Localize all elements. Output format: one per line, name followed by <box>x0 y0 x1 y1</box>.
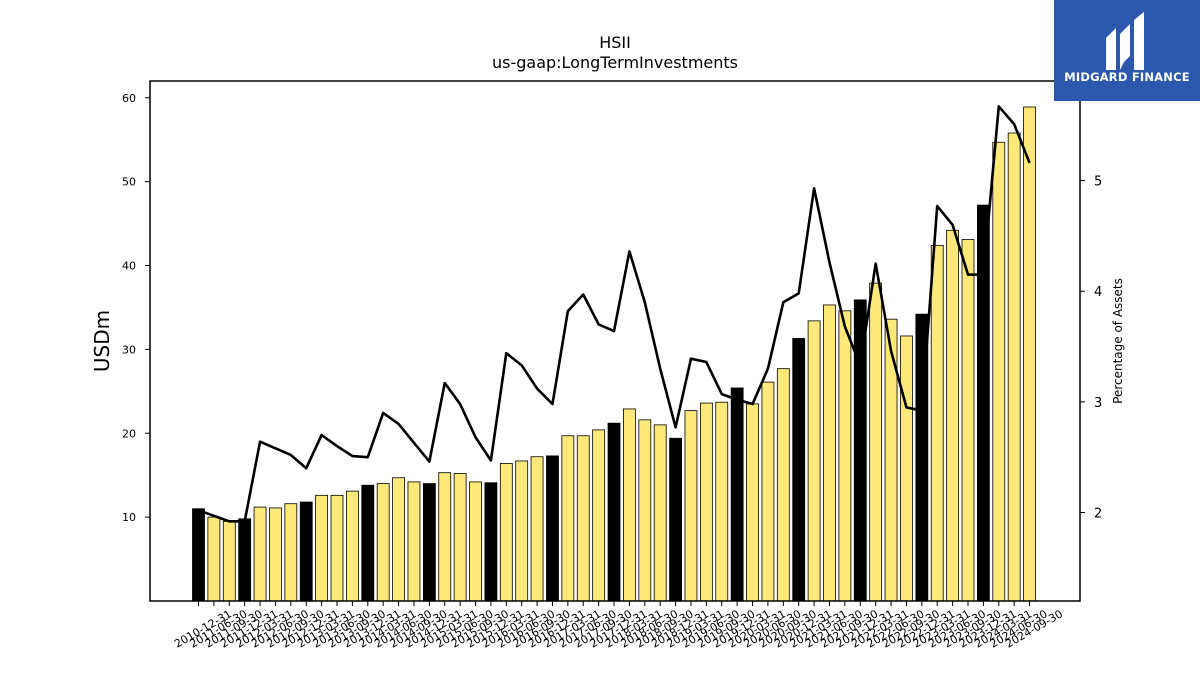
bar <box>315 494 329 602</box>
y-tick-label: 60 <box>122 92 136 105</box>
y-tick-label: 30 <box>122 343 136 356</box>
bar <box>930 244 944 602</box>
bar <box>761 381 775 602</box>
bar <box>576 435 590 602</box>
y-axis-right: 2 3 4 5 <box>1080 175 1102 521</box>
bar <box>499 463 513 602</box>
bar <box>192 508 205 602</box>
bar <box>869 282 883 602</box>
bar <box>900 335 913 602</box>
bar <box>807 320 821 602</box>
bar <box>407 481 421 602</box>
bar <box>623 408 636 602</box>
bar <box>330 494 344 602</box>
y2-axis-label: Percentage of Assets <box>1111 278 1125 404</box>
y2-tick-label: 3 <box>1094 396 1102 411</box>
bar <box>376 483 390 602</box>
bar <box>607 422 621 602</box>
line-series <box>198 105 1031 523</box>
bar <box>453 473 467 602</box>
y-tick-label: 40 <box>122 260 136 273</box>
bar <box>345 490 359 602</box>
bar <box>669 437 682 602</box>
bar <box>361 484 375 602</box>
y2-tick-label: 5 <box>1094 175 1102 190</box>
bar <box>469 481 482 602</box>
x-axis: 2010-12-312011-06-302011-09-302011-12-31… <box>172 601 1065 651</box>
logo-text: MIDGARD FINANCE <box>1064 70 1190 84</box>
plot-frame <box>149 80 1081 602</box>
bar <box>823 304 836 602</box>
bar <box>269 507 282 602</box>
bar <box>422 483 436 602</box>
bar <box>699 402 713 602</box>
y-axis-left: 10 20 30 40 50 60 <box>122 92 150 524</box>
midgard-logo-icon <box>1106 12 1144 70</box>
bar <box>299 501 313 602</box>
y-tick-label: 20 <box>122 427 136 440</box>
percentage-line <box>198 105 1031 523</box>
bar <box>438 472 452 602</box>
y-tick-label: 50 <box>122 176 136 189</box>
bar <box>684 410 698 602</box>
bar <box>653 424 667 602</box>
bar <box>638 419 652 602</box>
bar <box>222 520 236 602</box>
bar <box>1007 132 1021 602</box>
bar <box>515 460 529 602</box>
bar <box>746 403 759 602</box>
bar <box>992 141 1006 602</box>
brand-logo: MIDGARD FINANCE <box>1054 0 1200 101</box>
bar <box>792 338 806 602</box>
chart-subtitle: us-gaap:LongTermInvestments <box>492 53 738 72</box>
bar <box>484 482 498 602</box>
bar <box>715 401 729 602</box>
y2-tick-label: 2 <box>1094 506 1102 521</box>
bar <box>253 506 267 602</box>
y2-tick-label: 4 <box>1094 285 1102 300</box>
bar <box>530 456 544 602</box>
bar <box>392 477 405 602</box>
bar <box>1023 106 1036 602</box>
chart-title: HSII <box>599 33 631 52</box>
bar <box>838 310 852 602</box>
bar <box>730 387 744 602</box>
bar <box>946 229 960 602</box>
bar <box>207 516 221 602</box>
bar <box>546 455 559 602</box>
y-tick-label: 10 <box>122 511 136 524</box>
bar <box>238 518 252 602</box>
bar <box>561 435 575 602</box>
bar <box>284 503 298 602</box>
bar <box>776 368 790 602</box>
bar <box>961 239 975 602</box>
bar-series <box>192 106 1036 602</box>
y-axis-label: USDm <box>90 310 114 372</box>
bar <box>592 429 606 602</box>
